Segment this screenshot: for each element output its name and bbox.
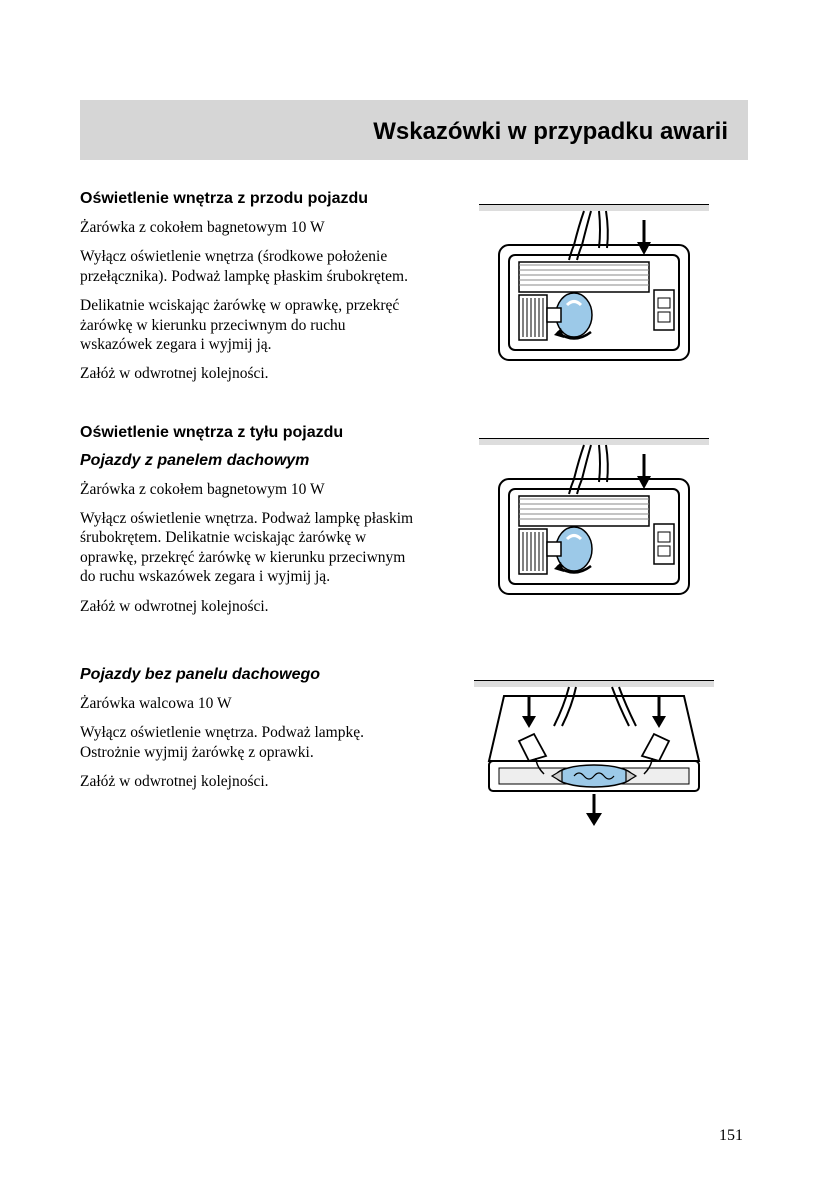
paragraph: Załóż w odwrotnej kolejności. (80, 364, 420, 383)
section-rear-light-panel: Oświetlenie wnętrza z tyłu pojazdu Pojaz… (80, 424, 748, 626)
paragraph: Żarówka z cokołem bagnetowym 10 W (80, 218, 420, 237)
front-light-diagram-icon (479, 190, 709, 380)
paragraph: Delikatnie wciskając żarówkę w oprawkę, … (80, 296, 420, 354)
paragraph: Żarówka walcowa 10 W (80, 694, 420, 713)
text-column: Pojazdy bez panelu dachowego Żarówka wal… (80, 666, 420, 846)
rear-light-panel-diagram-icon (479, 424, 709, 614)
diagram-column (440, 190, 748, 394)
paragraph: Załóż w odwrotnej kolejności. (80, 772, 420, 791)
subheading: Oświetlenie wnętrza z przodu pojazdu (80, 190, 420, 208)
paragraph: Wyłącz oświetlenie wnętrza (środkowe poł… (80, 247, 420, 286)
text-column: Oświetlenie wnętrza z tyłu pojazdu Pojaz… (80, 424, 420, 626)
italic-subheading: Pojazdy bez panelu dachowego (80, 666, 420, 684)
section-rear-light-nopanel: Pojazdy bez panelu dachowego Żarówka wal… (80, 666, 748, 846)
paragraph: Wyłącz oświetlenie wnętrza. Podważ lampk… (80, 723, 420, 762)
paragraph: Żarówka z cokołem bagnetowym 10 W (80, 480, 420, 499)
page-number: 151 (719, 1127, 743, 1145)
paragraph: Wyłącz oświetlenie wnętrza. Podważ lampk… (80, 509, 420, 587)
text-column: Oświetlenie wnętrza z przodu pojazdu Żar… (80, 190, 420, 394)
section-front-light: Oświetlenie wnętrza z przodu pojazdu Żar… (80, 190, 748, 394)
chapter-header: Wskazówki w przypadku awarii (80, 100, 748, 160)
chapter-title: Wskazówki w przypadku awarii (100, 118, 728, 146)
paragraph: Załóż w odwrotnej kolejności. (80, 597, 420, 616)
subheading: Oświetlenie wnętrza z tyłu pojazdu (80, 424, 420, 442)
diagram-column (440, 424, 748, 626)
italic-subheading: Pojazdy z panelem dachowym (80, 452, 420, 470)
festoon-bulb-diagram-icon (474, 666, 714, 846)
diagram-column (440, 666, 748, 846)
